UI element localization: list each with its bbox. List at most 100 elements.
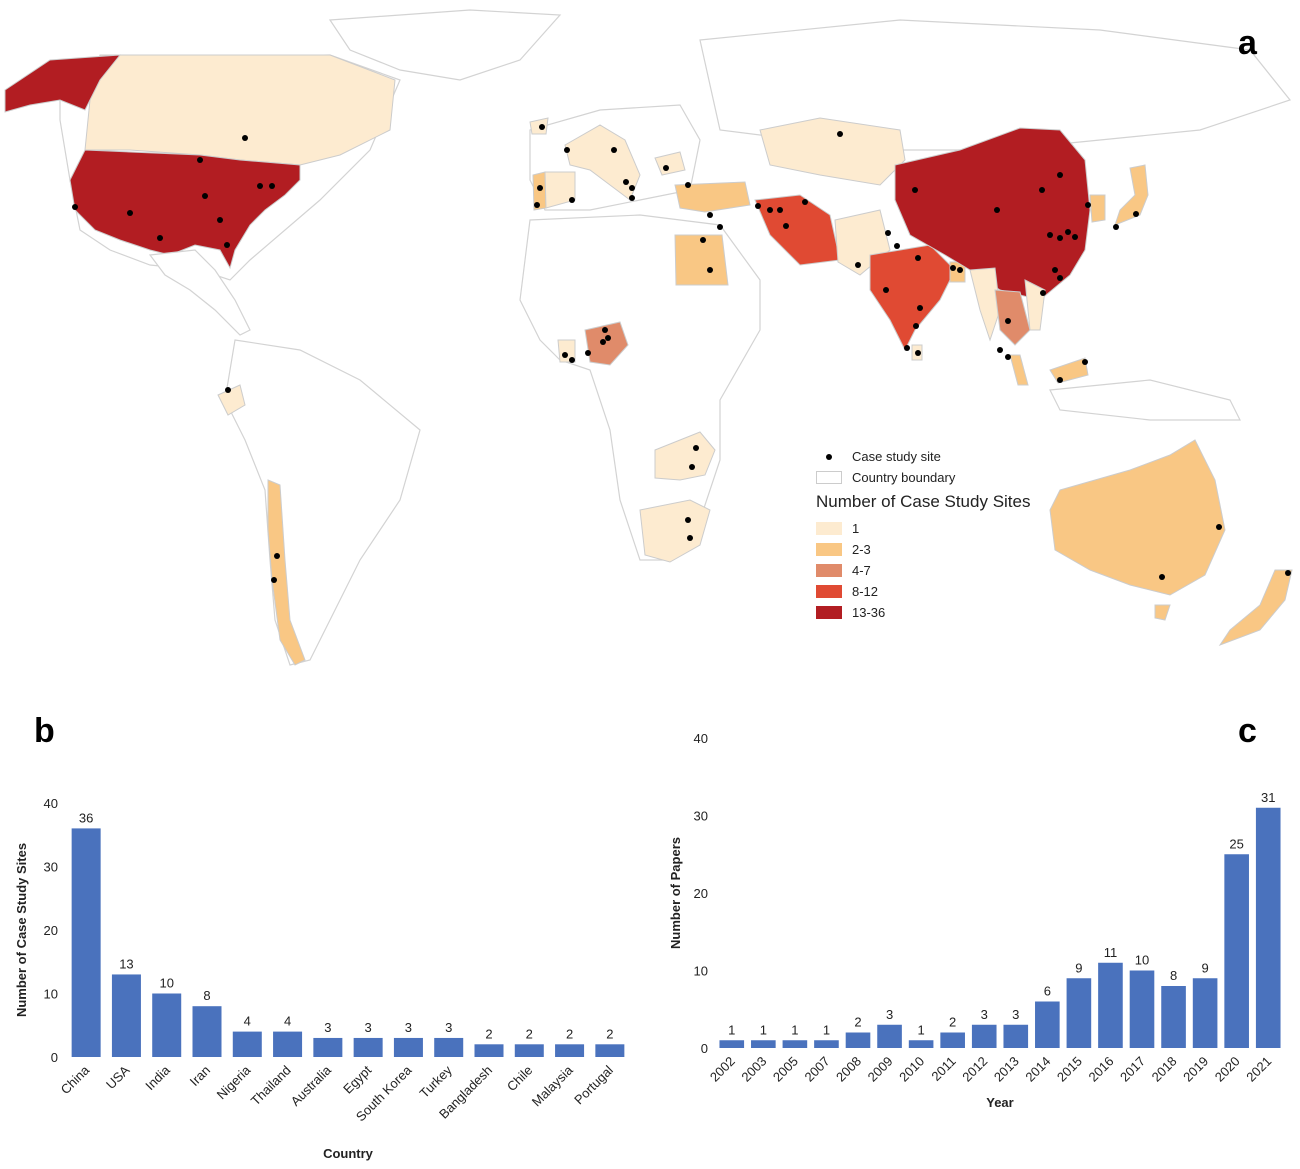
data-label: 3 <box>886 1007 893 1022</box>
bar <box>751 1040 776 1048</box>
legend-class-label: 13-36 <box>852 605 886 620</box>
x-tick-label: 2012 <box>959 1054 990 1085</box>
legend-class-row: 4-7 <box>816 560 1030 581</box>
bar <box>393 1037 423 1057</box>
data-label: 6 <box>1044 984 1051 999</box>
x-tick-label: Turkey <box>416 1062 455 1101</box>
region-malaysia-east <box>1049 357 1089 384</box>
bar <box>474 1044 504 1057</box>
bar <box>514 1044 544 1057</box>
x-tick-label: 2020 <box>1212 1054 1243 1085</box>
bar <box>152 993 182 1057</box>
x-tick-label: 2015 <box>1054 1054 1085 1085</box>
x-tick-label: Portugal <box>571 1062 616 1107</box>
region-alaska <box>4 54 122 113</box>
region-usa <box>69 149 301 270</box>
bar <box>273 1031 303 1057</box>
bar <box>1003 1024 1029 1048</box>
bar <box>1129 970 1155 1048</box>
bar <box>353 1037 383 1057</box>
y-tick-label: 20 <box>694 886 708 901</box>
data-label: 1 <box>760 1022 767 1037</box>
bar <box>1161 986 1186 1048</box>
data-label: 1 <box>917 1022 924 1037</box>
data-label: 3 <box>1012 1007 1019 1022</box>
chart-b-svg: 0 10 20 30 40 Number of Case Study Sites 36 Chi… <box>14 796 625 1161</box>
region-chile <box>267 479 306 666</box>
data-label: 11 <box>1104 945 1118 960</box>
case-study-sites <box>72 124 1291 583</box>
x-tick-label: 2007 <box>802 1054 833 1085</box>
legend-class-label: 4-7 <box>852 563 871 578</box>
region-thailand <box>994 289 1031 346</box>
x-tick-label: 2009 <box>865 1054 896 1085</box>
region-zambia <box>654 431 716 481</box>
data-label: 2 <box>606 1026 613 1041</box>
bar <box>971 1024 997 1048</box>
region-kazakhstan <box>759 117 906 186</box>
x-tick-label: 2019 <box>1180 1054 1211 1085</box>
y-tick-label: 10 <box>44 987 58 1002</box>
region-malaysia <box>1009 354 1029 386</box>
data-label: 3 <box>405 1020 412 1035</box>
bar <box>877 1024 902 1048</box>
legend-boundary-label: Country boundary <box>852 470 956 485</box>
chart-sites-by-country: 0 10 20 30 40 Number of Case Study Sites 36 Chi… <box>0 700 650 1164</box>
region-nigeria <box>584 321 629 366</box>
region-ecuador <box>217 384 246 416</box>
legend-class-row: 8-12 <box>816 581 1030 602</box>
bar <box>782 1040 808 1048</box>
data-label: 3 <box>445 1020 452 1035</box>
y-tick-label: 30 <box>694 809 708 824</box>
data-label: 4 <box>244 1014 251 1029</box>
data-label: 25 <box>1229 836 1243 851</box>
bar <box>111 974 141 1057</box>
data-label: 3 <box>365 1020 372 1035</box>
x-tick-label: 2003 <box>738 1054 769 1085</box>
x-tick-label: USA <box>103 1062 133 1092</box>
x-tick-label: Egypt <box>340 1062 374 1096</box>
boundary-swatch-icon <box>816 471 842 484</box>
chart-papers-by-year: 0 10 20 30 40 Number of Papers 1 2002 1 2003 1 2005… <box>650 700 1300 1164</box>
x-tick-label: 2021 <box>1243 1054 1274 1085</box>
region-new-zealand <box>1218 569 1293 647</box>
data-label: 1 <box>728 1022 735 1037</box>
bar <box>555 1044 585 1057</box>
y-tick-label: 0 <box>701 1041 708 1056</box>
data-label: 8 <box>1170 968 1177 983</box>
region-romania <box>654 151 686 176</box>
y-tick-label: 40 <box>44 796 58 811</box>
data-label: 4 <box>284 1014 291 1029</box>
legend-class-row: 1 <box>816 518 1030 539</box>
x-tick-label: Australia <box>288 1062 335 1109</box>
x-tick-label: Chile <box>504 1063 536 1095</box>
region-india <box>869 244 956 352</box>
bar <box>1255 807 1281 1048</box>
bar <box>595 1044 625 1057</box>
world-map-svg <box>4 9 1293 666</box>
data-label: 9 <box>1201 960 1208 975</box>
region-china <box>894 127 1091 301</box>
y-axis-title: Number of Papers <box>668 837 683 949</box>
legend-boundary: Country boundary <box>816 467 1030 488</box>
bar <box>814 1040 839 1048</box>
region-australia <box>1049 439 1226 596</box>
legend-class-label: 1 <box>852 521 860 536</box>
x-tick-label: 2011 <box>928 1054 958 1084</box>
x-tick-label: 2016 <box>1086 1054 1117 1085</box>
data-label: 9 <box>1075 960 1082 975</box>
bar <box>940 1032 965 1048</box>
bar <box>434 1037 464 1057</box>
legend-site: Case study site <box>816 446 1030 467</box>
data-label: 10 <box>159 976 173 991</box>
chart-c-svg: 0 10 20 30 40 Number of Papers 1 2002 1 2003 1 2005… <box>668 731 1281 1110</box>
bar <box>1066 978 1092 1048</box>
x-tick-label: India <box>142 1062 173 1093</box>
region-japan <box>1114 164 1149 226</box>
y-tick-label: 10 <box>694 964 708 979</box>
panel-label-c: c <box>1238 712 1257 750</box>
bar <box>1192 978 1218 1048</box>
region-turkey <box>674 181 751 213</box>
legend-swatch <box>816 564 842 577</box>
x-tick-label: Iran <box>187 1063 213 1089</box>
